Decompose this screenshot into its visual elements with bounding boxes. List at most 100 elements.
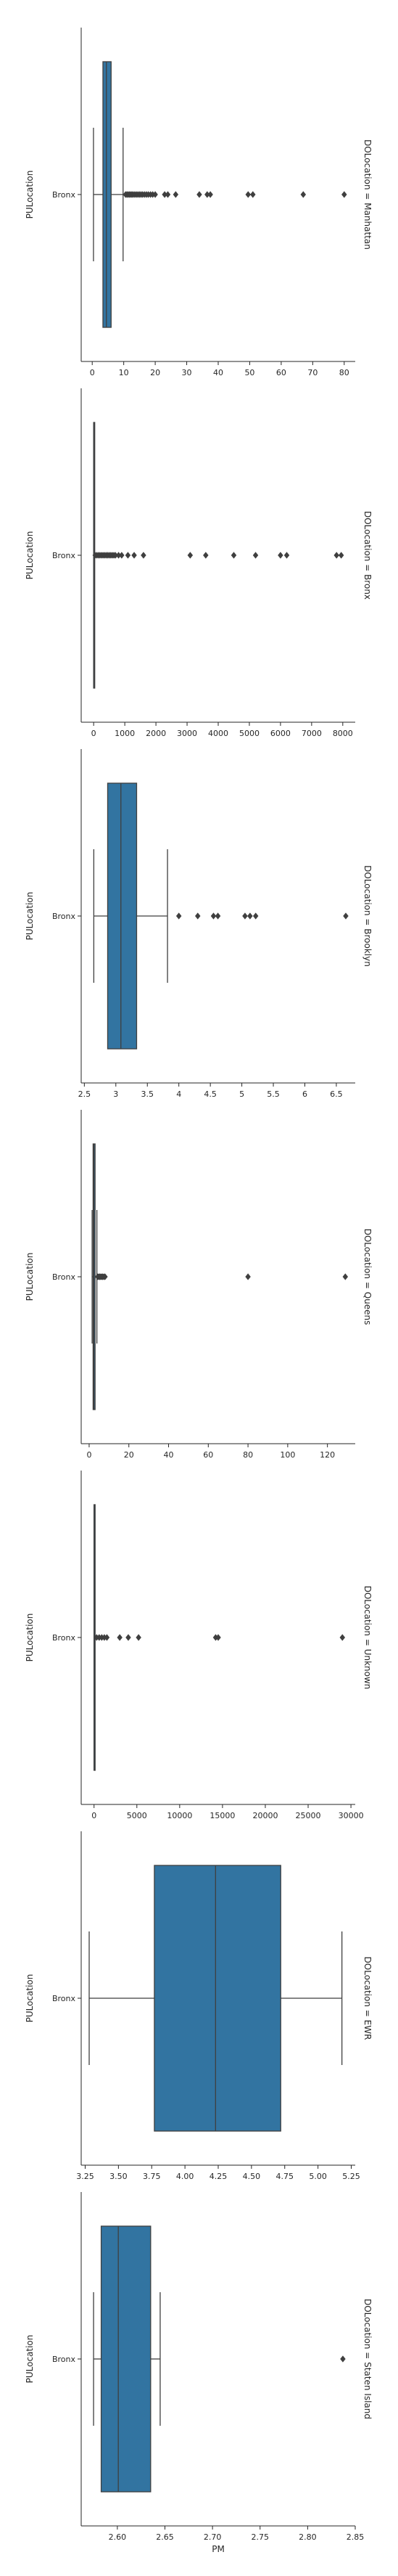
y-tick-label: Bronx <box>52 2355 76 2364</box>
facet-title: DOLocation = Staten Island <box>362 2299 373 2419</box>
x-tick-label: 50 <box>244 368 254 377</box>
x-tick-label: 20 <box>150 368 160 377</box>
outlier-point <box>210 912 217 920</box>
outlier-point <box>152 191 158 198</box>
y-tick-label: Bronx <box>52 1994 76 2003</box>
x-tick-label: 5.25 <box>342 2172 360 2181</box>
outlier-point <box>195 912 201 920</box>
outlier-point <box>207 191 213 198</box>
x-tick-label: 0 <box>86 1450 91 1460</box>
x-tick-label: 7000 <box>302 729 322 738</box>
y-axis-label: PULocation <box>25 171 35 219</box>
x-tick-label: 30000 <box>339 1811 364 1820</box>
y-axis-label: PULocation <box>25 2335 35 2384</box>
outlier-point <box>252 912 259 920</box>
iqr-box <box>102 61 112 328</box>
y-axis-label: PULocation <box>25 1974 35 2023</box>
x-tick-label: 3000 <box>177 729 197 738</box>
x-tick-label: 10000 <box>167 1811 192 1820</box>
x-tick-label: 0 <box>91 729 96 738</box>
y-tick-label: Bronx <box>52 912 76 921</box>
x-tick-label: 2.5 <box>78 1089 91 1099</box>
outlier-point <box>196 191 202 198</box>
y-tick-label: Bronx <box>52 1272 76 1282</box>
outlier-point <box>247 912 253 920</box>
outlier-point <box>173 191 179 198</box>
x-tick-label: 4 <box>176 1089 181 1099</box>
outlier-point <box>125 1634 131 1641</box>
facet-title: DOLocation = EWR <box>362 1957 373 2040</box>
x-tick-label: 2000 <box>146 729 166 738</box>
x-tick-label: 6000 <box>270 729 291 738</box>
x-tick-label: 5000 <box>239 729 260 738</box>
facet-title: DOLocation = Queens <box>362 1229 373 1325</box>
facet-title: DOLocation = Unknown <box>362 1586 373 1690</box>
x-tick-label: 0 <box>90 368 95 377</box>
y-tick-label: Bronx <box>52 551 76 560</box>
outlier-point <box>215 1634 221 1641</box>
x-tick-label: 3.50 <box>109 2172 128 2181</box>
outlier-point <box>333 552 339 559</box>
outlier-point <box>340 2355 346 2363</box>
facet-title: DOLocation = Bronx <box>362 511 373 600</box>
outlier-point <box>283 552 290 559</box>
x-tick-label: 8000 <box>333 729 353 738</box>
outlier-point <box>187 552 194 559</box>
y-tick-label: Bronx <box>52 1633 76 1643</box>
outlier-point <box>343 912 349 920</box>
x-tick-label: 4.25 <box>210 2172 228 2181</box>
outlier-point <box>203 552 209 559</box>
x-tick-label: 6 <box>302 1089 307 1099</box>
outlier-point <box>339 1634 346 1641</box>
x-tick-label: 5000 <box>127 1811 147 1820</box>
iqr-box <box>100 2225 152 2493</box>
y-axis-label: PULocation <box>25 1253 35 1301</box>
iqr-box <box>107 782 138 1050</box>
x-tick-label: 0 <box>91 1811 96 1820</box>
x-tick-label: 20 <box>124 1450 134 1460</box>
outlier-point <box>125 552 131 559</box>
x-tick-label: 20000 <box>252 1811 278 1820</box>
x-tick-label: 40 <box>164 1450 174 1460</box>
x-tick-label: 3.5 <box>141 1089 154 1099</box>
facet-title: DOLocation = Manhattan <box>362 139 373 250</box>
outlier-point <box>119 552 125 559</box>
x-tick-label: 2.60 <box>109 2532 127 2542</box>
x-tick-label: 4.50 <box>243 2172 261 2181</box>
x-axis-label: PM <box>212 2544 225 2554</box>
x-tick-label: 2.85 <box>347 2532 365 2542</box>
x-tick-label: 70 <box>307 368 318 377</box>
outlier-point <box>250 191 256 198</box>
x-tick-label: 15000 <box>210 1811 235 1820</box>
outlier-point <box>141 552 146 559</box>
y-axis-label: PULocation <box>25 1614 35 1662</box>
outlier-point <box>117 1634 123 1641</box>
x-tick-label: 40 <box>213 368 223 377</box>
outlier-point <box>245 1273 251 1280</box>
outlier-point <box>341 191 347 198</box>
outlier-point <box>338 552 344 559</box>
x-tick-label: 6.5 <box>330 1089 343 1099</box>
x-tick-label: 5.5 <box>267 1089 280 1099</box>
x-tick-label: 5.00 <box>309 2172 327 2181</box>
x-tick-label: 60 <box>203 1450 213 1460</box>
x-tick-label: 2.75 <box>252 2532 270 2542</box>
outlier-point <box>131 552 137 559</box>
outlier-point <box>231 552 237 559</box>
x-tick-label: 3 <box>113 1089 118 1099</box>
outlier-point <box>175 912 182 920</box>
x-tick-label: 30 <box>182 368 192 377</box>
x-tick-label: 80 <box>339 368 349 377</box>
outlier-point <box>300 191 307 198</box>
x-tick-label: 4.00 <box>176 2172 194 2181</box>
outlier-point <box>104 1634 110 1641</box>
x-tick-label: 2.70 <box>204 2532 222 2542</box>
x-tick-label: 25000 <box>296 1811 321 1820</box>
outlier-point <box>215 912 221 920</box>
outlier-point <box>245 191 252 198</box>
x-tick-label: 10 <box>119 368 129 377</box>
outlier-point <box>252 552 259 559</box>
x-tick-label: 2.80 <box>299 2532 317 2542</box>
x-tick-label: 2.65 <box>156 2532 174 2542</box>
y-axis-label: PULocation <box>25 531 35 580</box>
